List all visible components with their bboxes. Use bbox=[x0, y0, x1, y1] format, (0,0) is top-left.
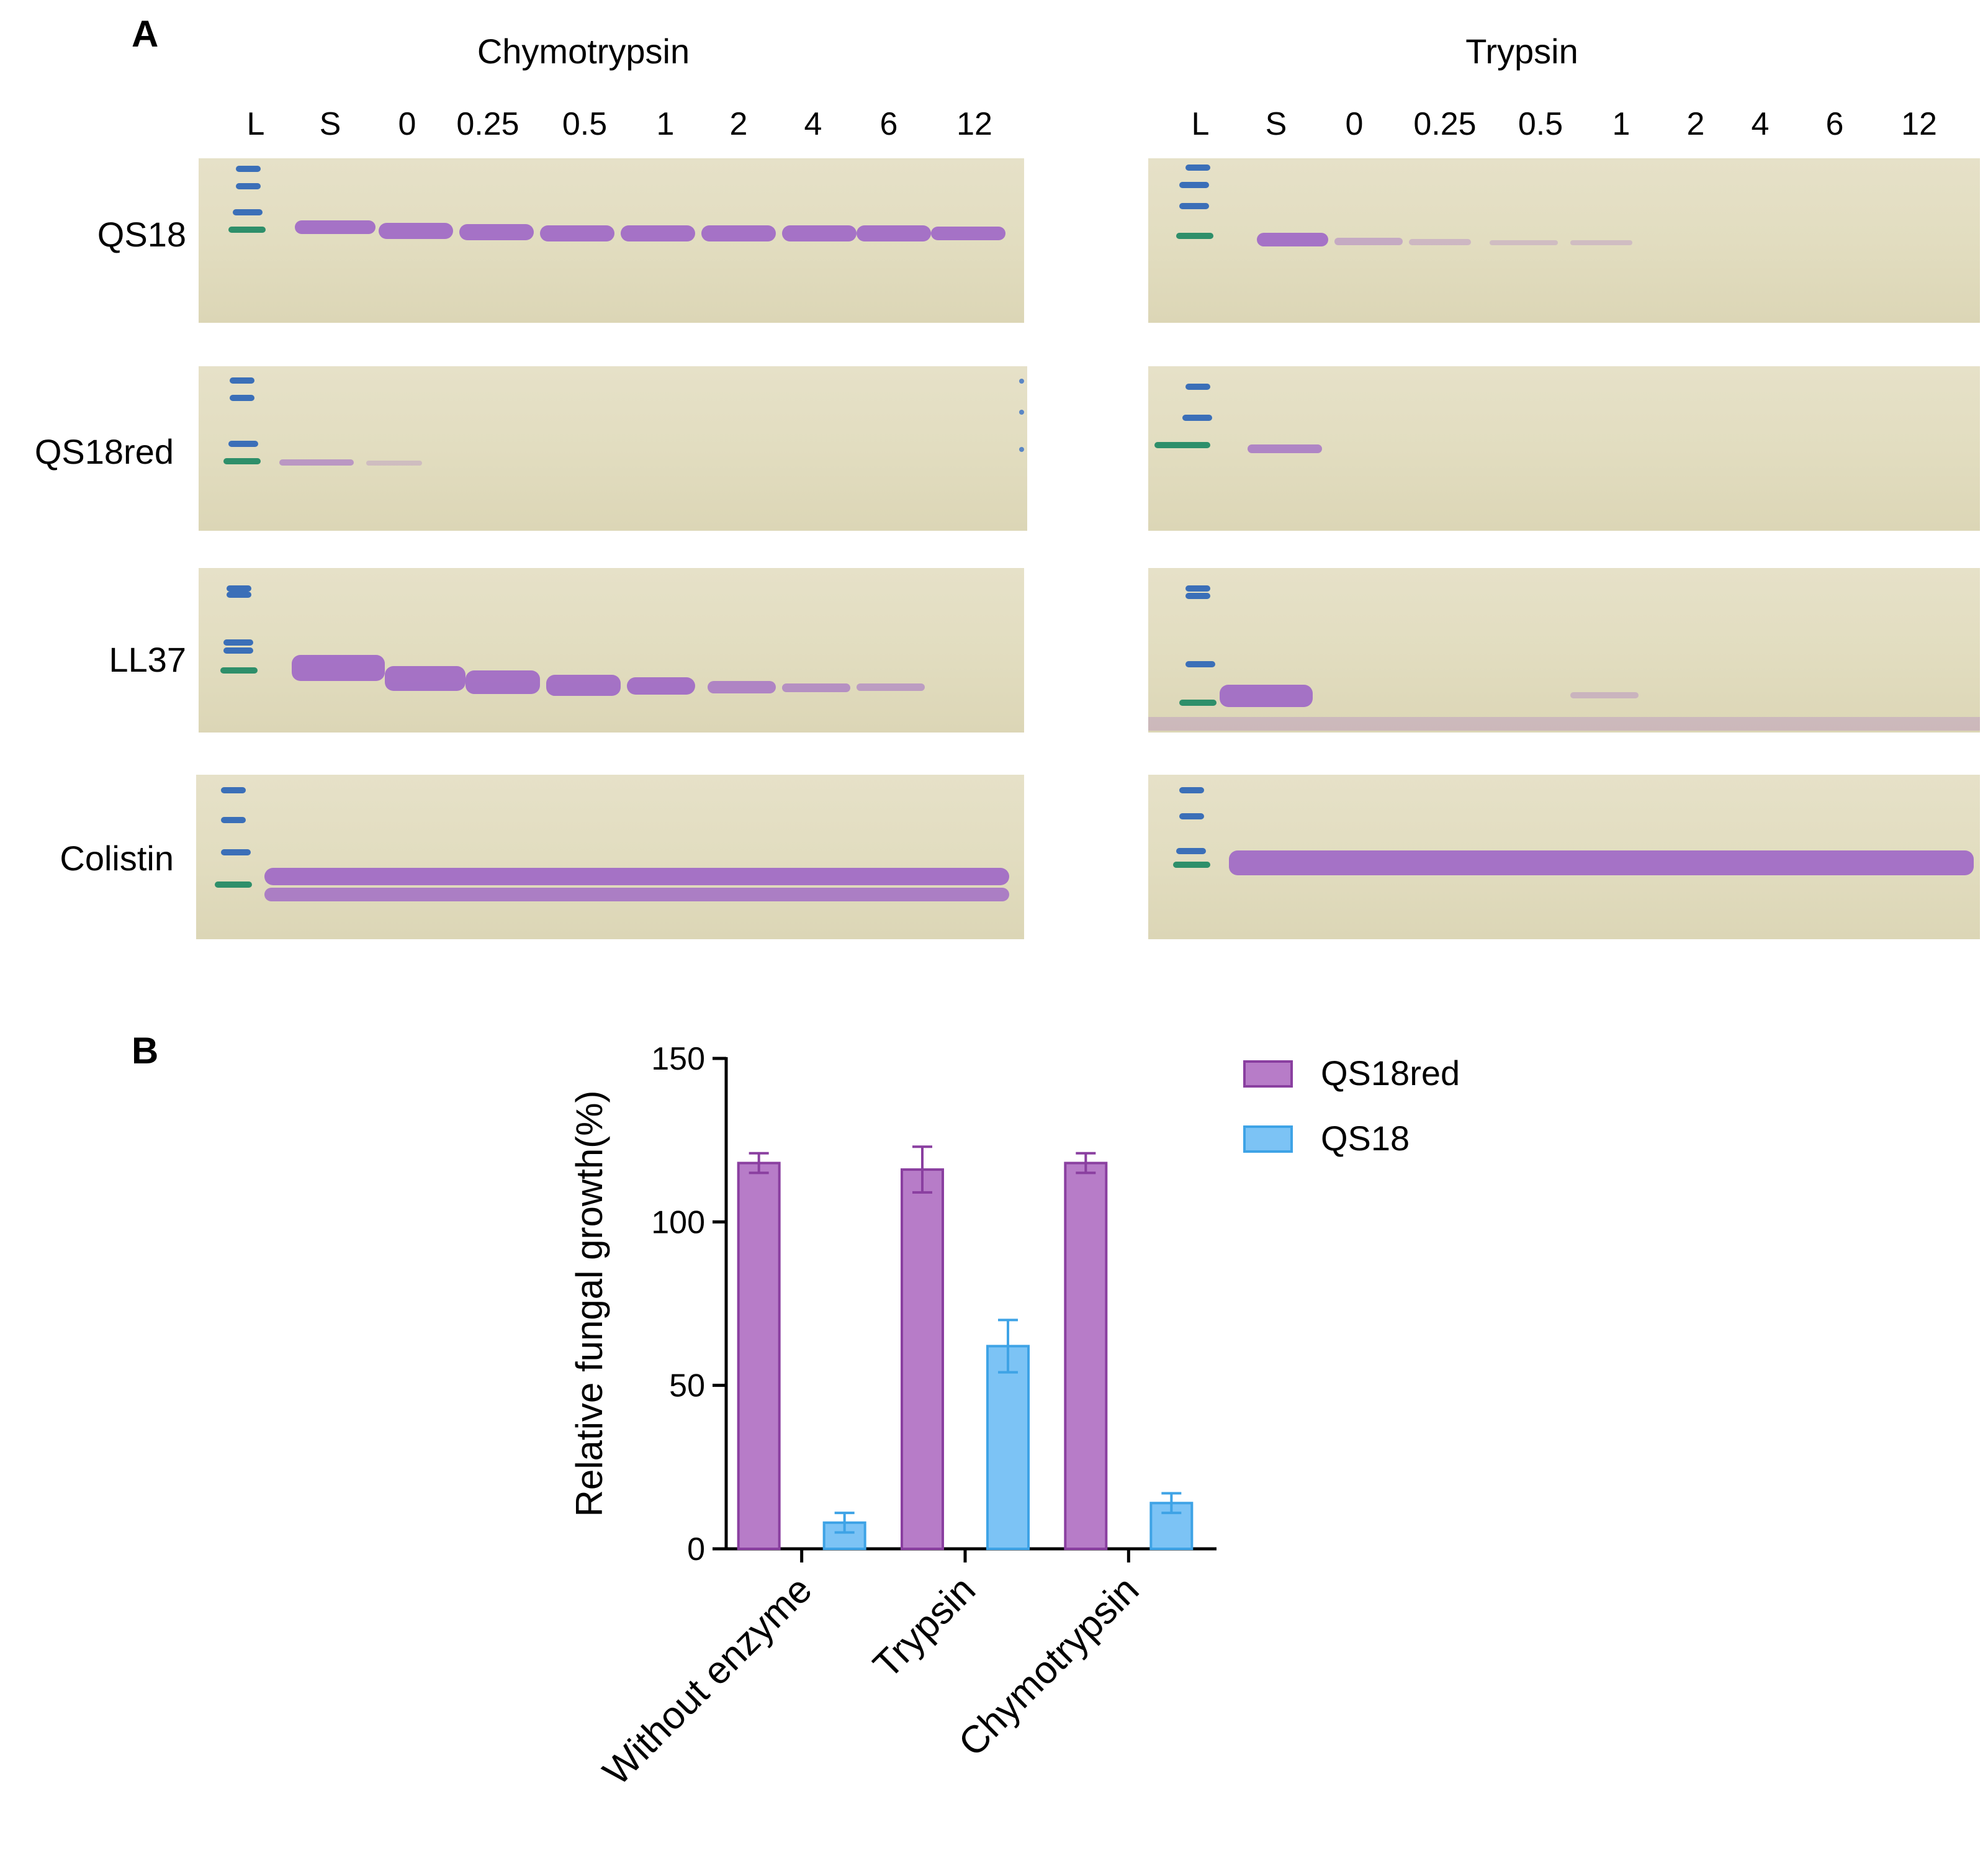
trypsin-title: Trypsin bbox=[1465, 32, 1578, 71]
fungal-growth-chart: 0 50 100 150 Relative fungal growth(%) Withou… bbox=[569, 1041, 1460, 1793]
lane-label: 2 bbox=[1686, 106, 1705, 142]
lane-label: L bbox=[246, 106, 265, 142]
lane-label: 0 bbox=[1345, 106, 1364, 142]
gel-trypsin-qs18red bbox=[1148, 366, 1980, 531]
lane-label: 1 bbox=[1612, 106, 1630, 142]
y-tick-label: 0 bbox=[687, 1531, 705, 1567]
legend-label-qs18: QS18 bbox=[1321, 1119, 1410, 1158]
gel-chymotrypsin-ll37 bbox=[199, 568, 1024, 733]
panel-a-letter: A bbox=[132, 13, 159, 55]
lane-label: 12 bbox=[956, 106, 992, 142]
peptide-label-qs18: QS18 bbox=[97, 215, 186, 254]
lane-label: 1 bbox=[656, 106, 675, 142]
lane-label: 0.5 bbox=[562, 106, 608, 142]
peptide-label-qs18red: QS18red bbox=[34, 432, 174, 471]
lane-label: 6 bbox=[1825, 106, 1844, 142]
peptide-label-ll37: LL37 bbox=[109, 640, 186, 679]
legend-label-qs18red: QS18red bbox=[1321, 1053, 1460, 1093]
y-tick-label: 100 bbox=[651, 1204, 705, 1240]
panel-b-letter: B bbox=[132, 1030, 159, 1071]
x-tick-label: Without enzyme bbox=[595, 1568, 820, 1793]
lane-label: S bbox=[1265, 106, 1287, 142]
lane-label: 0.5 bbox=[1518, 106, 1563, 142]
lane-label: L bbox=[1191, 106, 1210, 142]
bar-qs18red-trypsin bbox=[901, 1168, 944, 1551]
lane-label: 0.25 bbox=[456, 106, 519, 142]
lane-label: 6 bbox=[879, 106, 898, 142]
gel-trypsin-ll37 bbox=[1148, 568, 1980, 733]
y-axis-label: Relative fungal growth(%) bbox=[569, 1091, 610, 1517]
bar-qs18-trypsin bbox=[986, 1345, 1030, 1550]
legend-swatch-qs18 bbox=[1243, 1125, 1293, 1153]
gel-chymotrypsin-qs18 bbox=[199, 158, 1024, 323]
gel-chymotrypsin-qs18red bbox=[199, 366, 1027, 531]
gel-trypsin-colistin bbox=[1148, 775, 1980, 939]
lane-label: 0.25 bbox=[1413, 106, 1477, 142]
bar-qs18red-without-enzyme bbox=[737, 1161, 781, 1550]
lane-label: 4 bbox=[804, 106, 822, 142]
y-tick-label: 50 bbox=[669, 1368, 705, 1404]
gel-chymotrypsin-colistin bbox=[196, 775, 1024, 939]
legend-swatch-qs18red bbox=[1243, 1060, 1293, 1088]
lane-label: 4 bbox=[1751, 106, 1770, 142]
peptide-label-colistin: Colistin bbox=[60, 839, 174, 878]
bar-qs18-chymotrypsin bbox=[1149, 1502, 1194, 1550]
lane-label: 0 bbox=[398, 106, 416, 142]
x-tick-label: Trypsin bbox=[865, 1568, 984, 1687]
chymotrypsin-title: Chymotrypsin bbox=[477, 32, 690, 71]
lane-label: 2 bbox=[729, 106, 748, 142]
gel-trypsin-qs18 bbox=[1148, 158, 1980, 323]
lane-label: S bbox=[319, 106, 341, 142]
bar-qs18red-chymotrypsin bbox=[1064, 1161, 1108, 1550]
y-tick-label: 150 bbox=[651, 1041, 705, 1077]
lane-label: 12 bbox=[1901, 106, 1937, 142]
